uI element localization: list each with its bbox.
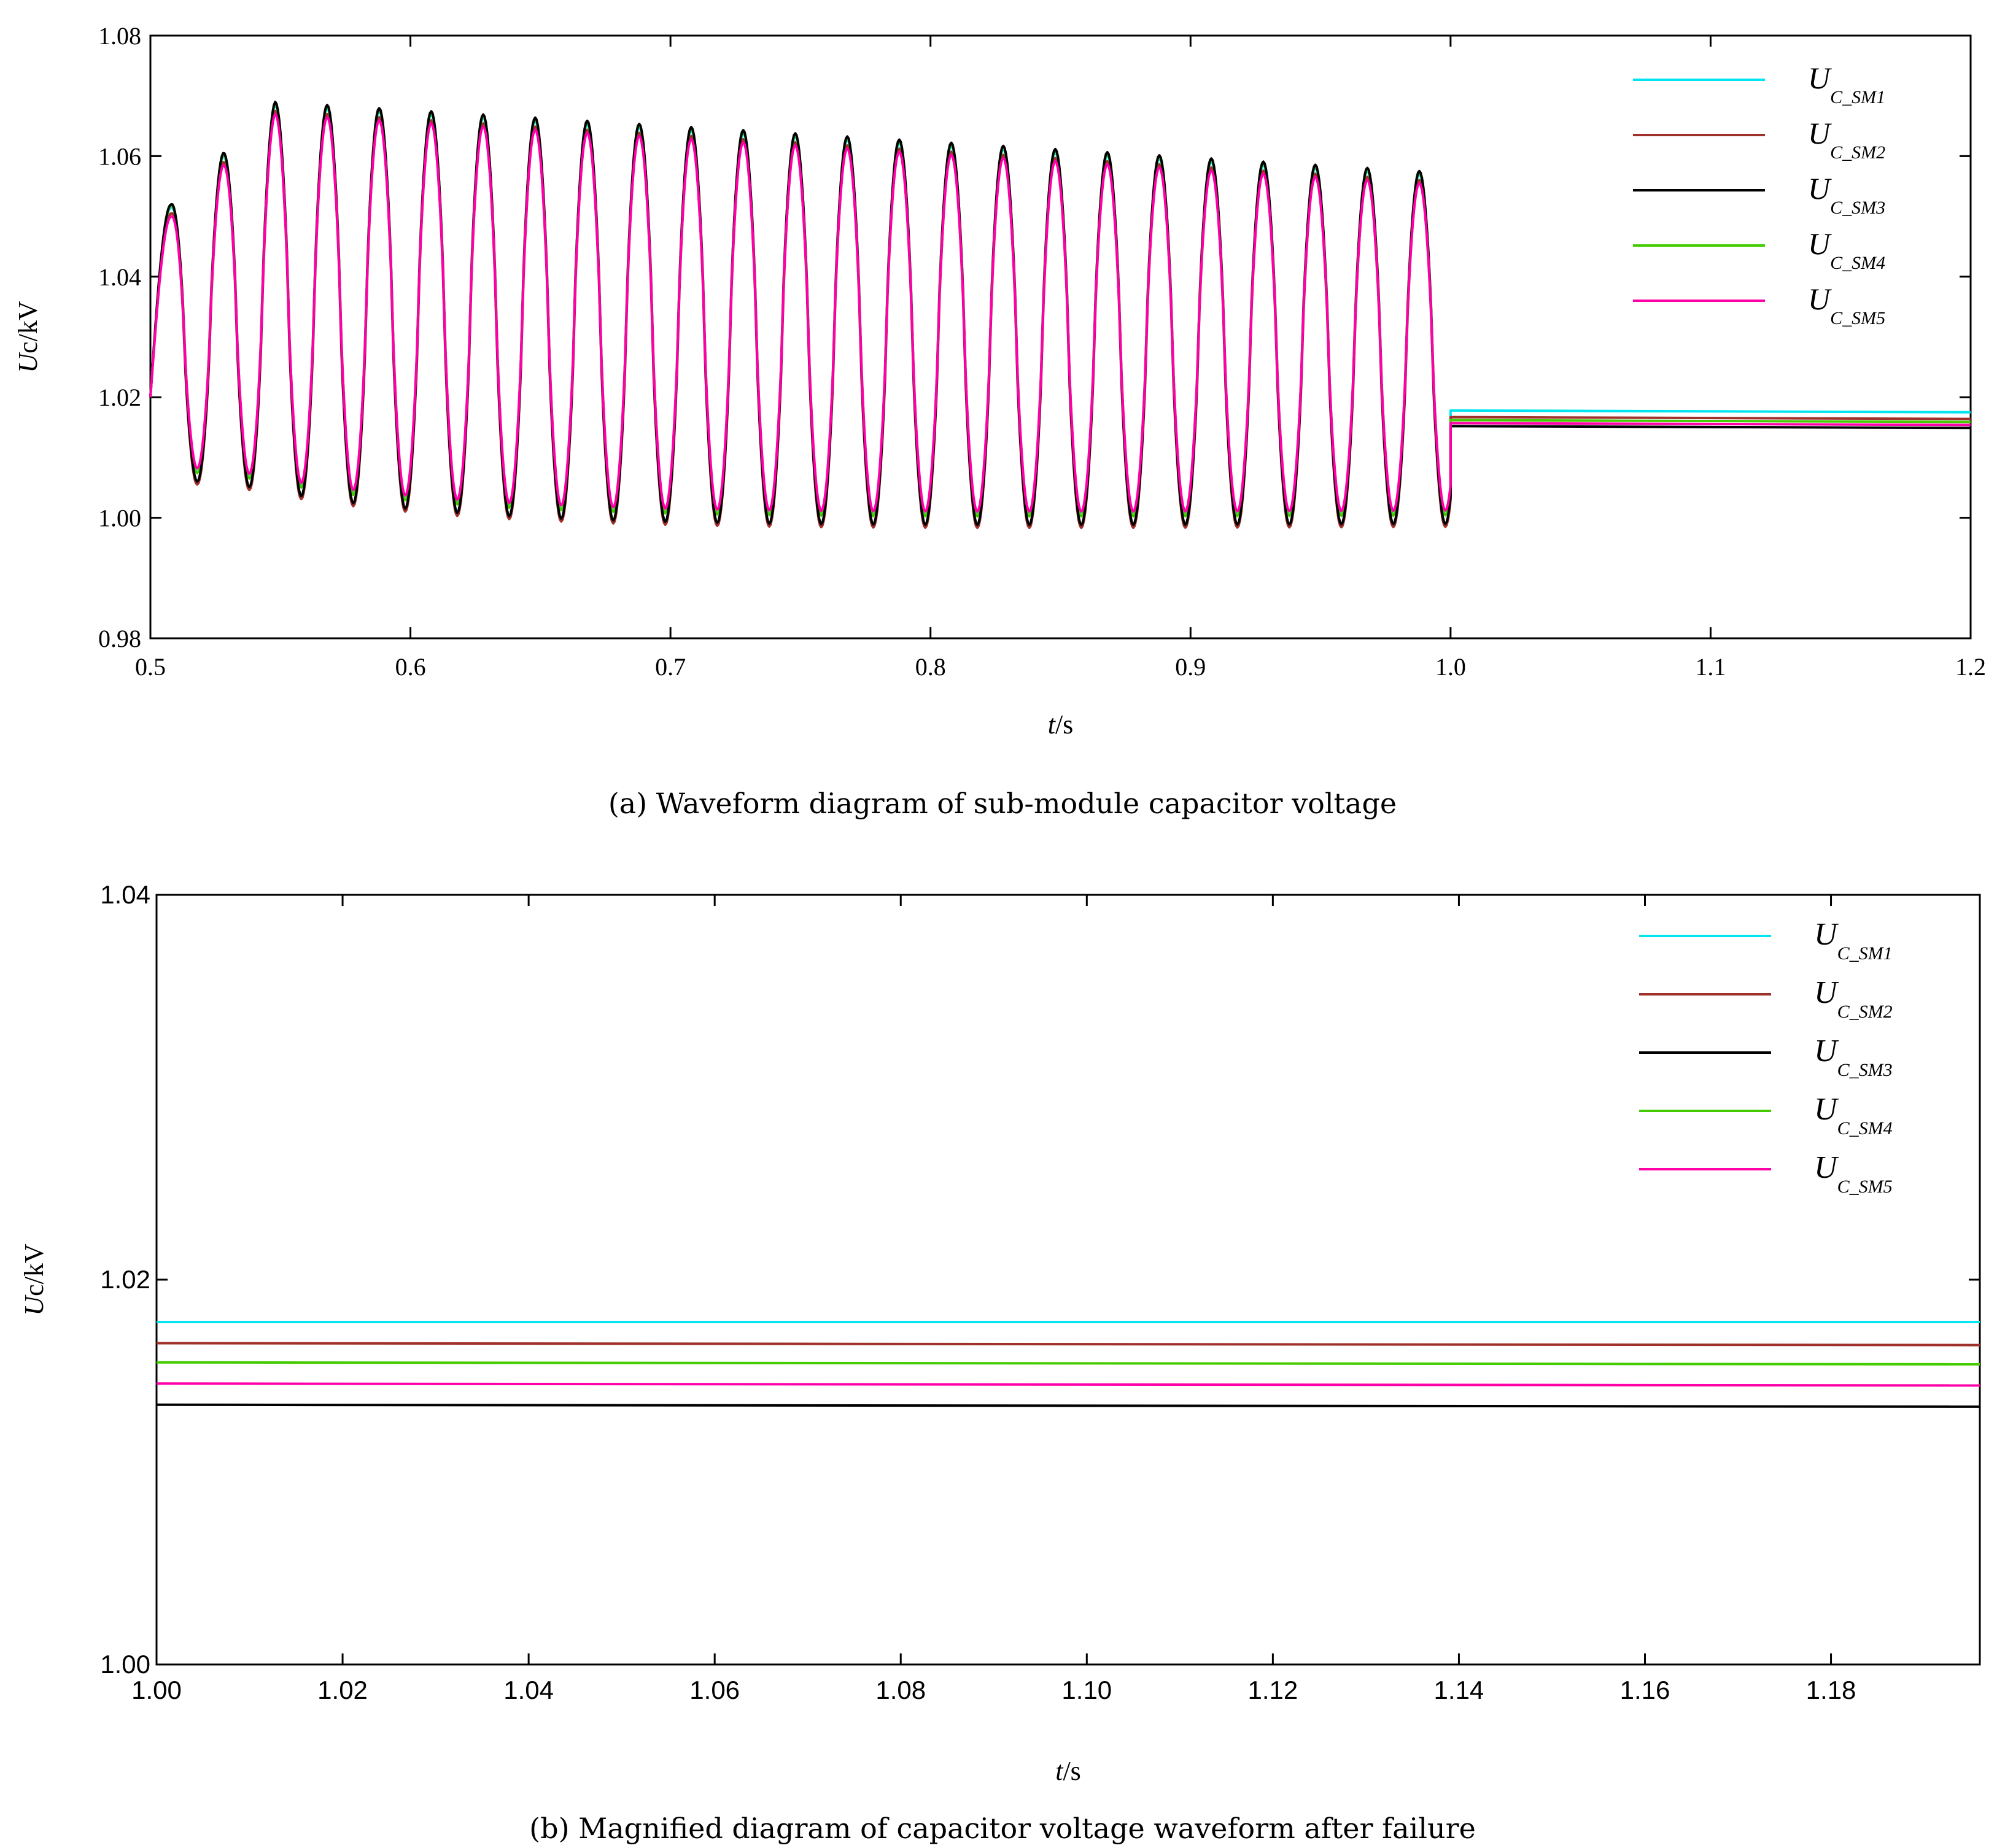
legend-label-sub: C_SM4 bbox=[1830, 253, 1885, 273]
legend-label-main: U bbox=[1814, 917, 1839, 952]
legend-label: UC_SM4 bbox=[1808, 226, 1885, 273]
x-tick-label: 0.8 bbox=[915, 653, 946, 681]
legend-label: UC_SM1 bbox=[1814, 917, 1893, 964]
legend-label-sub: C_SM1 bbox=[1837, 943, 1893, 964]
legend-label-main: U bbox=[1814, 1034, 1839, 1069]
legend-label-sub: C_SM5 bbox=[1830, 308, 1885, 328]
x-tick-label: 1.1 bbox=[1695, 653, 1726, 681]
y-tick-label: 1.04 bbox=[98, 263, 141, 291]
series-line-c-sm4 bbox=[156, 1361, 1980, 1366]
plot-frame bbox=[149, 34, 1972, 640]
legend-label-main: U bbox=[1814, 975, 1839, 1010]
legend-label: UC_SM5 bbox=[1808, 282, 1885, 328]
x-tick-label: 1.06 bbox=[689, 1676, 740, 1704]
y-tick-label: 0.98 bbox=[98, 625, 141, 652]
x-axis-label-unit: /s bbox=[1055, 709, 1073, 740]
x-axis-label: t/s bbox=[1048, 709, 1074, 740]
x-tick-label: 0.7 bbox=[655, 653, 686, 681]
y-axis-label-unit: c/kV bbox=[13, 301, 43, 354]
legend-label-main: U bbox=[1808, 116, 1832, 150]
plot-area bbox=[149, 101, 1971, 529]
x-tick-label: 1.18 bbox=[1806, 1676, 1856, 1704]
legend-label-sub: C_SM3 bbox=[1830, 198, 1885, 218]
legend-label-main: U bbox=[1814, 1092, 1839, 1127]
legend-label-main: U bbox=[1808, 61, 1832, 95]
x-tick-label: 1.14 bbox=[1434, 1676, 1484, 1704]
legend-label-main: U bbox=[1808, 226, 1832, 261]
y-axis-label: Uc/kV bbox=[19, 1243, 49, 1316]
x-axis-label-unit: /s bbox=[1063, 1756, 1080, 1786]
x-tick-label: 1.16 bbox=[1620, 1676, 1670, 1704]
legend-label: UC_SM3 bbox=[1808, 171, 1885, 218]
x-tick-label: 1.08 bbox=[875, 1676, 926, 1704]
chart-b: 1.00 1.02 1.04 1.06 1.08 1.10 1.12 1.14 1.16 1.18… bbox=[19, 880, 1981, 1845]
x-tick-label: 1.04 bbox=[503, 1676, 554, 1704]
y-tick-label: 1.02 bbox=[100, 1265, 150, 1294]
chart-a: 0.5 0.6 0.7 0.8 0.9 1.0 1.1 1.2 0.98 1.00 1.02 1.04… bbox=[13, 22, 1986, 820]
figure-caption: (b) Magnified diagram of capacitor volta… bbox=[529, 1812, 1476, 1845]
legend-label: UC_SM3 bbox=[1814, 1034, 1893, 1080]
y-tick-label: 1.04 bbox=[100, 880, 150, 909]
x-axis-label-var: t bbox=[1048, 709, 1057, 740]
y-tick-label: 1.00 bbox=[100, 1650, 150, 1679]
legend-label-main: U bbox=[1814, 1150, 1839, 1185]
x-tick-label: 1.10 bbox=[1061, 1676, 1112, 1704]
series-line-c-sm3 bbox=[156, 1403, 1980, 1408]
x-axis-label: t/s bbox=[1055, 1756, 1081, 1786]
x-tick-label: 0.6 bbox=[395, 653, 426, 681]
x-tick-label: 1.00 bbox=[131, 1676, 182, 1704]
legend-label-sub: C_SM3 bbox=[1837, 1060, 1893, 1080]
legend-label-sub: C_SM2 bbox=[1837, 1002, 1893, 1022]
y-axis-label-var: U bbox=[13, 352, 43, 373]
x-tick-label: 1.12 bbox=[1247, 1676, 1298, 1704]
x-tick-label: 1.2 bbox=[1955, 653, 1986, 681]
legend-label: UC_SM5 bbox=[1814, 1150, 1893, 1197]
series-line-c-sm3 bbox=[149, 101, 1971, 527]
legend-label-sub: C_SM1 bbox=[1830, 87, 1885, 107]
legend-label-main: U bbox=[1808, 171, 1832, 206]
x-tick-label: 1.0 bbox=[1435, 653, 1466, 681]
y-tick-label: 1.06 bbox=[98, 142, 141, 170]
x-tick-label: 1.02 bbox=[317, 1676, 368, 1704]
legend-label: UC_SM4 bbox=[1814, 1092, 1893, 1139]
legend-label-main: U bbox=[1808, 282, 1832, 316]
legend-label-sub: C_SM5 bbox=[1837, 1177, 1893, 1197]
series-line-c-sm5 bbox=[149, 112, 1971, 513]
y-axis-label-unit: c/kV bbox=[19, 1243, 49, 1296]
x-axis-label-var: t bbox=[1055, 1756, 1064, 1786]
y-tick-label: 1.08 bbox=[98, 22, 141, 50]
figure-caption: (a) Waveform diagram of sub-module capac… bbox=[608, 787, 1397, 820]
plot-area bbox=[156, 1321, 1980, 1408]
legend-label: UC_SM1 bbox=[1808, 61, 1885, 107]
x-tick-label: 0.5 bbox=[135, 653, 166, 681]
y-axis-label-var: U bbox=[19, 1294, 49, 1316]
legend-label: UC_SM2 bbox=[1814, 975, 1893, 1022]
y-tick-label: 1.02 bbox=[98, 384, 141, 411]
x-tick-label: 0.9 bbox=[1175, 653, 1206, 681]
plot-frame bbox=[155, 894, 1981, 1666]
y-axis-label: Uc/kV bbox=[13, 301, 43, 373]
series-line-c-sm2 bbox=[156, 1342, 1980, 1347]
legend-label: UC_SM2 bbox=[1808, 116, 1885, 163]
series-line-c-sm5 bbox=[156, 1382, 1980, 1387]
y-tick-label: 1.00 bbox=[98, 505, 141, 532]
legend-label-sub: C_SM4 bbox=[1837, 1118, 1893, 1139]
legend-label-sub: C_SM2 bbox=[1830, 142, 1885, 163]
